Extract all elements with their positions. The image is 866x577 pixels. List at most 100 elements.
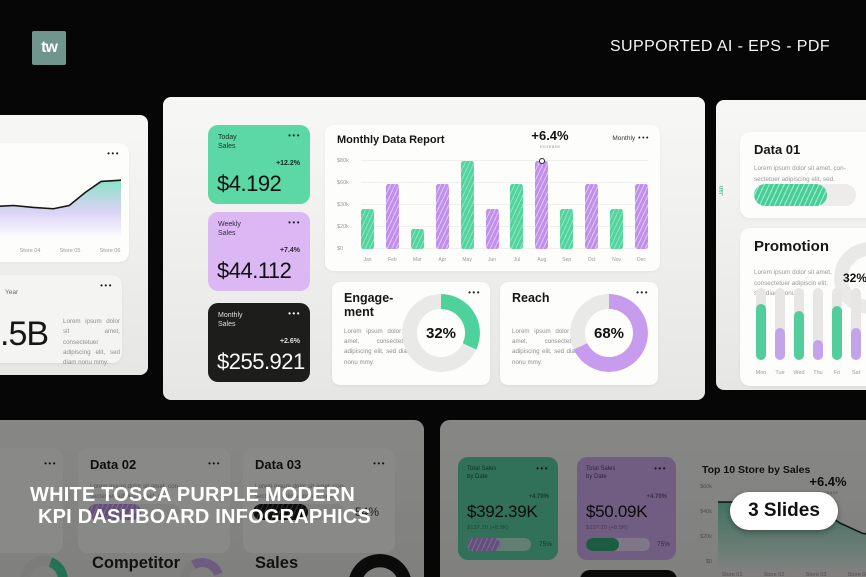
monthly-bar-chart: $80k $60k $30k $20k $0 Jan Feb Mar Apr May Jun Jul… [337, 158, 650, 263]
bar-track [775, 288, 785, 360]
card-delta: +4.70% [646, 494, 667, 500]
brand-logo[interactable]: tw [32, 31, 66, 65]
axis-label-store-02: Store 02 [763, 572, 785, 577]
chart-plot-area [361, 158, 648, 249]
bar-track [851, 288, 861, 360]
card-subvalue: $137.20 (+8.9K) [467, 525, 509, 531]
x-tick: Mar [413, 257, 422, 263]
bar-fill [813, 339, 823, 360]
kpi-card-weekly-sales: Weekly Sales ••• +7.4% $44.112 [208, 212, 310, 291]
card-description: Lorem ipsum dolor sit amet, consectetuer… [344, 327, 412, 366]
bar-series [361, 158, 648, 249]
filter-label: Monthly [612, 135, 636, 142]
menu-dots-icon[interactable]: ••• [100, 281, 113, 290]
x-tick: Sat [851, 370, 861, 376]
gridline [361, 160, 648, 161]
card-label: Total Sales by Date [586, 466, 616, 481]
progress-fill [253, 504, 309, 520]
slide-promotion-partial[interactable]: Jan Data 01 Lorem ipsum dolor sit amet, … [716, 100, 866, 390]
axis-label-store-03: Store 03 [805, 572, 827, 577]
donut-percent-label: 68% [593, 324, 625, 342]
partial-dark-card [580, 570, 677, 577]
card-description: Lorem ipsum dolor sit amet, con-sectetue… [754, 165, 846, 183]
total-sales-card-purple: Total Sales by Date ••• +4.70% $50.09K $1… [577, 457, 676, 560]
x-tick: Sep [562, 257, 572, 263]
bar-fill [794, 311, 804, 360]
kpi-label: Monthly Sales [218, 312, 243, 329]
bar-track [832, 288, 842, 360]
store-sales-chart-card: s ••• Store 04 Store 05 Store 06 [0, 143, 129, 262]
y-tick: $20k [700, 534, 712, 540]
supported-formats-label: SUPPORTED AI - EPS - PDF [609, 38, 830, 55]
annotation-value: +6.4% [809, 474, 847, 489]
menu-dots-icon[interactable]: ••• [468, 288, 481, 297]
report-title: Monthly Data Report [337, 134, 445, 146]
x-tick: Tue [775, 370, 785, 376]
x-tick: Wed [793, 370, 805, 376]
menu-dots-icon[interactable]: ••• [288, 218, 301, 227]
card-title: Promotion [754, 238, 829, 255]
bar-may [460, 161, 474, 249]
bar-apr [435, 184, 449, 249]
x-tick: Apr [438, 257, 447, 263]
metric-value: .5B [0, 315, 49, 353]
weekday-axis-labels: Mon Tue Wed Thu Fri Sat [756, 370, 861, 376]
dark-donut-icon [348, 554, 412, 577]
menu-dots-icon[interactable]: ••• [288, 309, 301, 318]
bar-sep [560, 209, 574, 249]
dim-overlay [0, 420, 424, 577]
bar-jun [485, 209, 499, 249]
data-02-card: Data 02 ••• Lorem ipsum dolor sit amet, … [78, 448, 230, 553]
data-03-card: Data 03 ••• Lorem ipsum dolor sit amet, … [243, 448, 395, 553]
bar-nov [610, 209, 624, 249]
progress-fill [754, 184, 828, 206]
menu-dots-icon[interactable]: ••• [44, 459, 57, 468]
menu-dots-icon[interactable]: ••• [208, 459, 221, 468]
bar-jan [361, 209, 374, 249]
slide-sales-overview-partial[interactable]: s ••• Store 04 Store 05 Store 06 ••• Yea… [0, 115, 148, 375]
bar-aug [535, 158, 549, 249]
weekday-bar-chart [756, 288, 861, 360]
slide-data-breakdown-dimmed[interactable]: ••• Data 02 ••• Lorem ipsum dolor sit am… [0, 420, 424, 577]
x-tick: Thu [813, 370, 823, 376]
yearly-metric-card: ••• Year .5B Lorem ipsum dolor sit amet,… [0, 275, 122, 366]
menu-dots-icon[interactable]: ••• [107, 149, 120, 158]
bar-track [813, 288, 823, 360]
x-tick: Fri [833, 370, 841, 376]
y-tick: $40k [700, 509, 712, 515]
y-tick: $80k [337, 158, 349, 164]
y-tick: $30k [337, 202, 349, 208]
card-subvalue: $137.20 (+8.9K) [586, 525, 628, 531]
report-period-filter[interactable]: Monthly ••• [612, 135, 650, 142]
card-title: Data 02 [90, 457, 137, 472]
slide-kpi-dashboard-main[interactable]: Today Sales ••• +12.2% $4.192 Weekly Sales… [163, 97, 705, 400]
gridline [361, 226, 648, 227]
side-month-label: Jan [719, 186, 725, 196]
card-progress-bar [467, 538, 531, 551]
engagement-donut-chart: 32% [402, 294, 480, 372]
annotation-marker-dot [538, 158, 545, 164]
menu-dots-icon[interactable]: ••• [288, 131, 301, 140]
progress-fill [586, 538, 620, 551]
x-tick: May [462, 257, 472, 263]
menu-dots-icon[interactable]: ••• [654, 464, 667, 473]
kpi-value: $4.192 [217, 171, 282, 196]
menu-dots-icon[interactable]: ••• [373, 459, 386, 468]
kpi-label: Today Sales [218, 134, 237, 151]
annotation-label: Increase [539, 144, 561, 149]
card-title: Reach [512, 291, 550, 305]
x-tick: Oct [587, 257, 596, 263]
y-tick: $20k [337, 224, 349, 230]
gridline [361, 182, 648, 183]
donut-percent-label: 32% [425, 324, 457, 342]
progress-percent-label: 54% [355, 505, 380, 519]
promotion-card: Promotion Lorem ipsum dolor sit amet, co… [740, 228, 866, 386]
card-title: Data 03 [255, 457, 302, 472]
y-tick: $0 [705, 559, 712, 565]
card-title: Engage-ment [344, 291, 394, 319]
menu-dots-icon[interactable]: ••• [536, 464, 549, 473]
template-title-line-2: KPI DASHBOARD INFOGRAPHICS [38, 506, 371, 528]
menu-dots-icon[interactable]: ••• [636, 288, 649, 297]
bar-track [794, 288, 804, 360]
donut-percent-label: 32% [843, 271, 866, 285]
